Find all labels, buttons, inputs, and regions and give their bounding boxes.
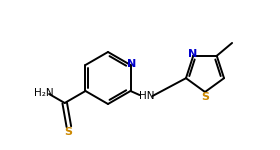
Text: N: N (127, 59, 136, 69)
Text: S: S (64, 127, 72, 137)
Text: S: S (201, 92, 209, 102)
Text: HN: HN (139, 91, 154, 101)
Text: H₂N: H₂N (34, 88, 54, 98)
Text: N: N (188, 49, 197, 59)
